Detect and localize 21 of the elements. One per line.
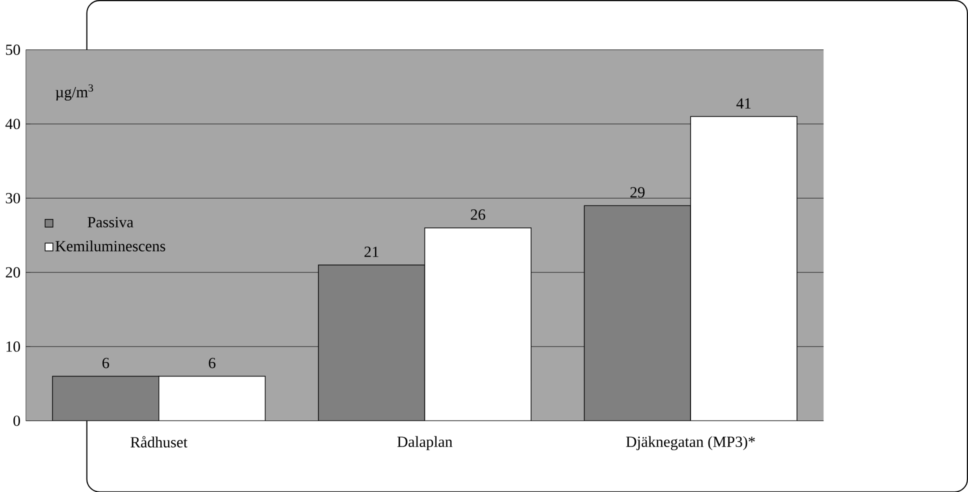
y-axis-title: µg/m$^{3}$: [56, 84, 94, 100]
data-label: 6: [102, 358, 110, 368]
x-tick-label: Djäknegatan (MP3)*: [626, 436, 755, 450]
legend-label: Kemiluminescens: [56, 240, 166, 252]
bar: [424, 227, 532, 421]
data-label: 6: [208, 358, 216, 368]
data-label: 29: [630, 186, 645, 198]
y-tick-label: 50: [6, 44, 20, 55]
data-label: 26: [470, 209, 486, 220]
data-label: 21: [364, 246, 378, 257]
legend-label: Passiva: [88, 216, 134, 228]
data-label: 41: [736, 98, 751, 108]
y-tick-label: 10: [6, 341, 20, 352]
bar: [158, 376, 266, 421]
y-tick-label: 40: [5, 118, 20, 129]
y-tick-label: 20: [6, 266, 20, 278]
x-tick-label: Rådhuset: [130, 436, 188, 448]
x-tick-label: Dalaplan: [397, 436, 452, 450]
bar: [690, 116, 798, 421]
y-tick-label: 0: [13, 415, 20, 426]
y-tick-label: 30: [6, 192, 20, 204]
